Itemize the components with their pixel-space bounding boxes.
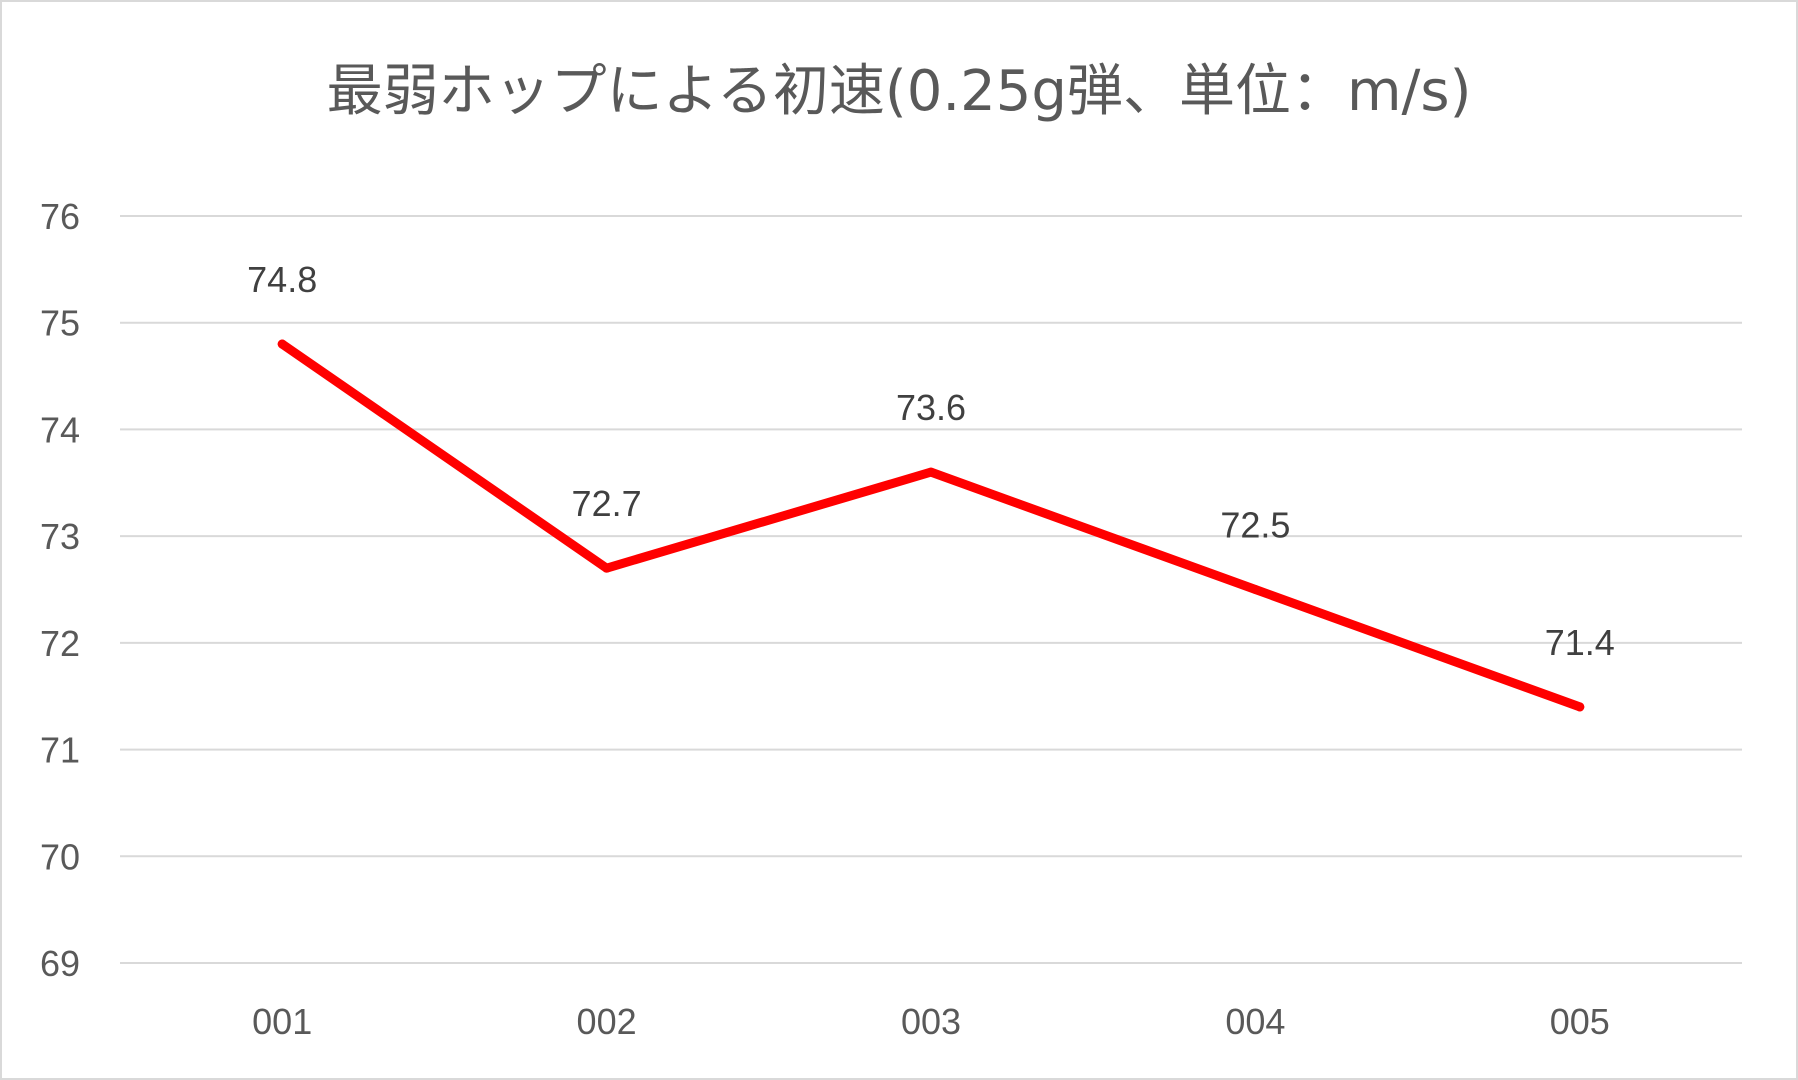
y-tick-label: 71 [40,730,80,771]
data-point [926,467,936,477]
x-tick-labels: 001 002 003 004 005 [252,1001,1610,1042]
data-point [1250,585,1260,594]
x-tick-label: 002 [577,1001,637,1042]
y-tick-label: 74 [40,409,80,450]
data-point [1575,702,1585,712]
gridlines [120,215,1742,964]
y-tick-label: 75 [40,303,80,344]
y-tick-label: 69 [40,943,80,984]
x-tick-label: 003 [901,1001,961,1042]
data-point [277,339,287,349]
y-tick-label: 76 [40,196,80,237]
data-label: 72.7 [572,483,642,524]
y-tick-labels: 69 70 71 72 73 74 75 76 [40,196,80,984]
data-point [602,563,612,573]
data-label: 73.6 [896,387,966,428]
chart-title: 最弱ホップによる初速(0.25g弾、単位：m/s) [326,59,1472,124]
x-tick-label: 001 [252,1001,312,1042]
y-tick-label: 72 [40,623,80,664]
x-tick-label: 005 [1550,1001,1610,1042]
data-label: 72.5 [1220,505,1290,546]
data-labels: 74.8 72.7 73.6 72.5 71.4 [247,259,1615,663]
series-group [277,339,1585,712]
data-label: 71.4 [1545,622,1615,663]
x-tick-label: 004 [1225,1001,1285,1042]
y-tick-label: 73 [40,516,80,557]
y-tick-label: 70 [40,836,80,877]
data-label: 74.8 [247,259,317,300]
